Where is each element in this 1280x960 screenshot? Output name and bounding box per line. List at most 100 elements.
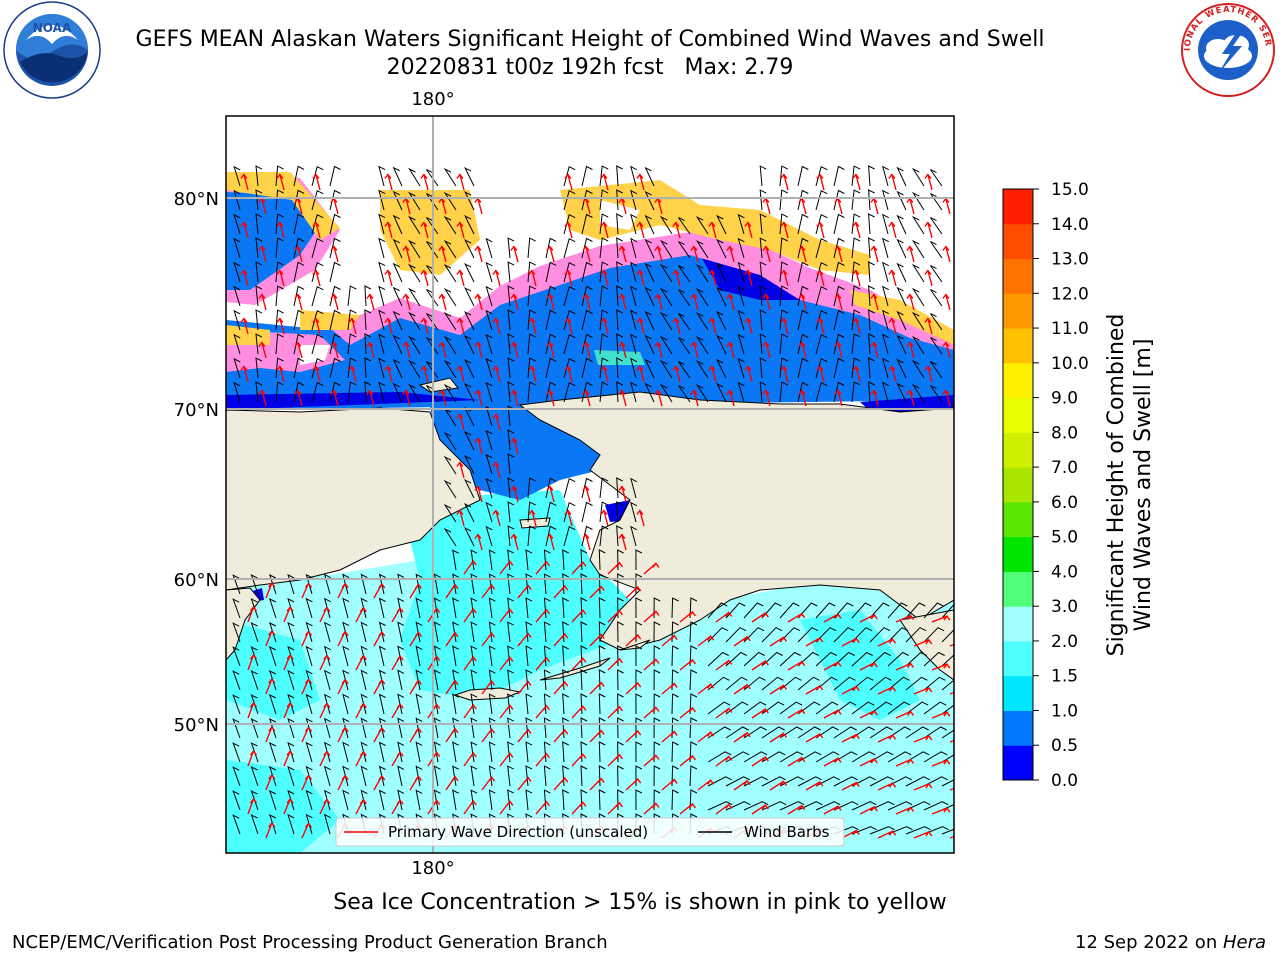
wind-barb bbox=[443, 263, 457, 283]
wave-direction-arrow bbox=[816, 365, 825, 383]
colorbar-segment bbox=[1003, 362, 1033, 399]
wind-barb bbox=[488, 693, 496, 715]
wind-barb bbox=[815, 801, 841, 811]
wind-barb bbox=[268, 766, 277, 787]
wind-barb bbox=[833, 261, 845, 283]
wind-barb bbox=[653, 669, 661, 691]
wind-barb bbox=[759, 213, 767, 235]
wind-barb bbox=[707, 751, 732, 763]
wind-barb bbox=[887, 751, 912, 763]
wind-barb bbox=[463, 286, 475, 307]
wind-barb bbox=[255, 381, 263, 403]
pacific-water-medium bbox=[226, 490, 920, 853]
wind-barb bbox=[911, 191, 925, 211]
wind-barb bbox=[833, 237, 845, 259]
wave-direction-arrow bbox=[355, 798, 367, 815]
wind-barb bbox=[433, 693, 441, 715]
wave-direction-arrow bbox=[708, 269, 717, 287]
wind-barb bbox=[323, 573, 331, 595]
wind-barb bbox=[911, 335, 925, 355]
wind-barb bbox=[815, 261, 828, 283]
wind-barb bbox=[392, 262, 403, 283]
wind-barb bbox=[463, 238, 475, 259]
wind-barb bbox=[392, 166, 403, 187]
wind-barb bbox=[737, 381, 745, 403]
wind-barb bbox=[392, 358, 403, 379]
wind-barb bbox=[364, 333, 372, 355]
wave-direction-arrow bbox=[445, 727, 459, 743]
wind-barb bbox=[887, 676, 910, 691]
wave-direction-arrow bbox=[571, 753, 587, 767]
wave-direction-arrow bbox=[510, 293, 519, 311]
wave-direction-arrow bbox=[492, 509, 501, 527]
wind-barb bbox=[527, 285, 536, 307]
wind-barb bbox=[311, 261, 324, 283]
wave-direction-arrow bbox=[265, 821, 276, 839]
wind-barb bbox=[293, 261, 305, 283]
wind-barb bbox=[882, 333, 890, 355]
wind-barb bbox=[671, 669, 679, 691]
wind-barb bbox=[689, 717, 698, 739]
wind-barb bbox=[599, 477, 609, 499]
wind-barb bbox=[599, 213, 609, 235]
wind-barb bbox=[707, 726, 731, 739]
wind-barb bbox=[581, 309, 593, 331]
wind-barb bbox=[507, 429, 515, 451]
wind-barb bbox=[433, 741, 441, 763]
wave-direction-arrow bbox=[312, 269, 321, 287]
graticule bbox=[226, 116, 954, 853]
wave-direction-arrow bbox=[697, 731, 715, 743]
wind-barb bbox=[911, 239, 925, 259]
wind-barb bbox=[616, 213, 623, 235]
wind-barb bbox=[580, 573, 588, 595]
wind-barb bbox=[408, 311, 421, 331]
wind-barb bbox=[797, 213, 809, 235]
colorbar-tick-label: 3.0 bbox=[1051, 597, 1078, 617]
wind-barb bbox=[707, 676, 730, 691]
alaska-land bbox=[518, 391, 954, 651]
wind-barb bbox=[869, 701, 893, 715]
wave-direction-arrow bbox=[672, 317, 681, 335]
wave-direction-arrow bbox=[438, 341, 447, 359]
wind-barb bbox=[659, 311, 673, 331]
wave-direction-arrow bbox=[654, 341, 663, 359]
wave-direction-arrow bbox=[726, 245, 735, 263]
wind-barb bbox=[275, 189, 284, 211]
wind-barb bbox=[378, 165, 386, 187]
wave-direction-arrow bbox=[294, 245, 303, 263]
wind-barb bbox=[232, 646, 241, 667]
wave-direction-arrow bbox=[499, 656, 514, 671]
colorbar-tick-label: 11.0 bbox=[1051, 319, 1089, 339]
lat-label-60n: 60°N bbox=[174, 570, 219, 591]
wind-barb bbox=[759, 357, 767, 379]
colorbar-tick-label: 14.0 bbox=[1051, 215, 1089, 235]
wave-direction-arrow bbox=[355, 750, 367, 767]
wind-barb bbox=[941, 779, 954, 787]
wind-barb bbox=[617, 789, 624, 811]
wind-barb bbox=[342, 573, 350, 595]
wind-barb bbox=[250, 622, 259, 643]
wind-barb bbox=[599, 309, 609, 331]
wind-barb bbox=[293, 189, 305, 211]
wind-barb bbox=[342, 741, 350, 763]
wave-direction-arrow bbox=[301, 774, 313, 791]
wind-barb bbox=[415, 669, 423, 691]
wave-direction-arrow bbox=[456, 269, 465, 287]
wind-barb bbox=[293, 165, 305, 187]
wind-barb bbox=[695, 311, 709, 331]
wind-barb bbox=[347, 285, 357, 307]
wind-barb bbox=[581, 381, 593, 403]
wind-barb bbox=[815, 213, 828, 235]
wind-barb bbox=[527, 381, 536, 403]
wind-barb bbox=[833, 651, 855, 667]
wave-direction-arrow bbox=[780, 365, 789, 383]
wind-barb bbox=[507, 261, 515, 283]
wind-barb bbox=[250, 670, 259, 691]
wind-barb bbox=[630, 333, 638, 355]
wind-barb bbox=[941, 729, 954, 739]
wind-barb bbox=[581, 525, 593, 547]
wave-direction-arrow bbox=[888, 221, 897, 239]
wave-direction-arrow bbox=[373, 726, 386, 743]
wind-barb bbox=[268, 790, 277, 811]
wave-direction-arrow bbox=[366, 389, 375, 407]
